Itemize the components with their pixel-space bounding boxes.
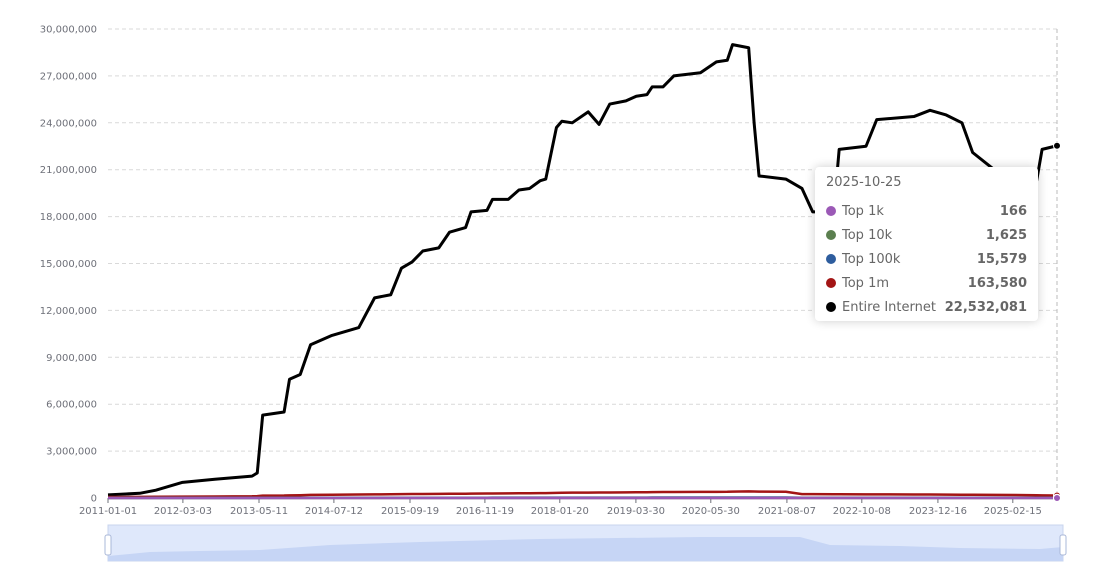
y-tick-label: 15,000,000 bbox=[40, 259, 97, 270]
y-tick-label: 24,000,000 bbox=[40, 118, 97, 129]
y-tick-label: 12,000,000 bbox=[40, 306, 97, 317]
x-tick-label: 2016-11-19 bbox=[456, 506, 514, 517]
data-zoom[interactable] bbox=[105, 525, 1066, 561]
y-tick-label: 0 bbox=[91, 494, 97, 505]
x-tick-label: 2014-07-12 bbox=[305, 506, 363, 517]
y-tick-label: 21,000,000 bbox=[40, 165, 97, 176]
y-tick-label: 18,000,000 bbox=[40, 212, 97, 223]
tooltip-value: 166 bbox=[1000, 204, 1027, 219]
tooltip-value: 163,580 bbox=[968, 276, 1027, 291]
x-tick-label: 2018-01-20 bbox=[531, 506, 589, 517]
x-tick-label: 2012-03-03 bbox=[154, 506, 212, 517]
tooltip-date: 2025-10-25 bbox=[826, 175, 1027, 195]
x-tick-label: 2020-05-30 bbox=[682, 506, 740, 517]
tooltip-series-name: Entire Internet bbox=[842, 300, 945, 315]
tooltip-series-name: Top 1m bbox=[842, 276, 968, 291]
hover-point bbox=[1054, 142, 1061, 149]
tooltip-value: 15,579 bbox=[977, 252, 1027, 267]
x-tick-label: 2019-03-30 bbox=[607, 506, 665, 517]
y-tick-label: 30,000,000 bbox=[40, 25, 97, 36]
x-tick-label: 2025-02-15 bbox=[984, 506, 1042, 517]
series-line bbox=[108, 491, 1057, 497]
x-tick-label: 2023-12-16 bbox=[909, 506, 967, 517]
y-tick-label: 3,000,000 bbox=[46, 447, 97, 458]
zoom-handle[interactable] bbox=[105, 535, 111, 555]
tooltip-marker bbox=[826, 230, 836, 240]
x-tick-label: 2015-09-19 bbox=[381, 506, 439, 517]
tooltip-value: 1,625 bbox=[986, 228, 1027, 243]
y-tick-label: 6,000,000 bbox=[46, 400, 97, 411]
zoom-handle[interactable] bbox=[1060, 535, 1066, 555]
hover-point bbox=[1054, 494, 1061, 501]
x-tick-label: 2013-05-11 bbox=[230, 506, 288, 517]
tooltip-marker bbox=[826, 302, 836, 312]
y-tick-label: 9,000,000 bbox=[46, 353, 97, 364]
y-tick-label: 27,000,000 bbox=[40, 71, 97, 82]
x-tick-label: 2021-08-07 bbox=[758, 506, 816, 517]
tooltip-value: 22,532,081 bbox=[945, 300, 1027, 315]
tooltip-series-name: Top 100k bbox=[842, 252, 977, 267]
x-tick-label: 2011-01-01 bbox=[79, 506, 137, 517]
tooltip-series-name: Top 10k bbox=[842, 228, 986, 243]
tooltip-marker bbox=[826, 278, 836, 288]
tooltip-marker bbox=[826, 254, 836, 264]
tooltip-marker bbox=[826, 206, 836, 216]
x-tick-label: 2022-10-08 bbox=[833, 506, 891, 517]
tooltip-series-name: Top 1k bbox=[842, 204, 1000, 219]
